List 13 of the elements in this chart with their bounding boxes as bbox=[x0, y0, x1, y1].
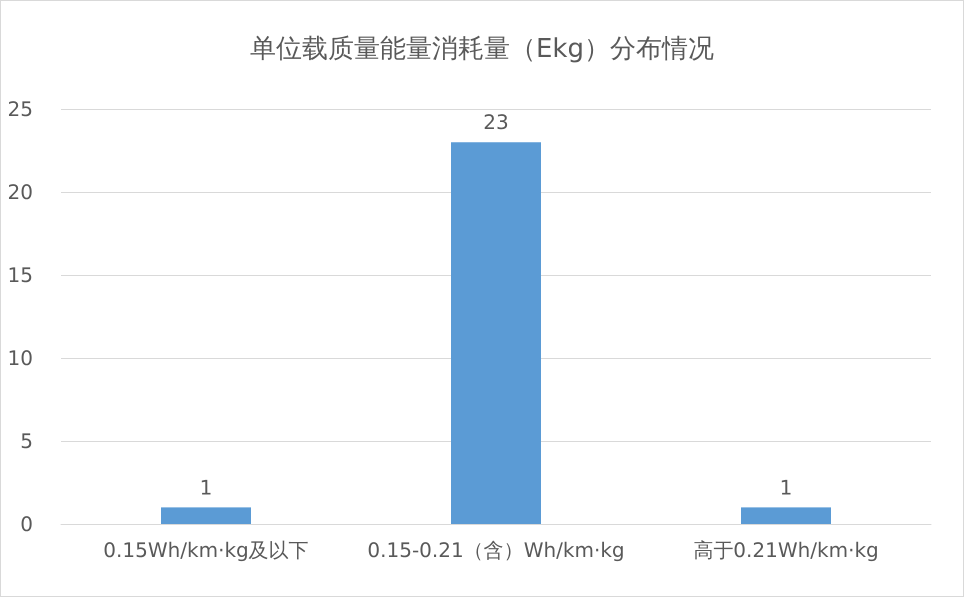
x-tick-label: 高于0.21Wh/km·kg bbox=[693, 538, 879, 562]
data-label: 1 bbox=[200, 475, 212, 500]
y-tick-label: 15 bbox=[8, 263, 33, 287]
x-tick-label: 0.15-0.21（含）Wh/km·kg bbox=[367, 538, 625, 562]
y-tick-label: 10 bbox=[8, 346, 33, 370]
chart-title: 单位载质量能量消耗量（Ekg）分布情况 bbox=[250, 34, 714, 64]
data-label: 1 bbox=[780, 475, 792, 500]
y-tick-label: 20 bbox=[8, 180, 33, 204]
y-tick-label: 0 bbox=[20, 512, 33, 536]
y-tick-label: 25 bbox=[8, 97, 33, 121]
x-tick-label: 0.15Wh/km·kg及以下 bbox=[103, 538, 309, 562]
y-tick-label: 5 bbox=[20, 429, 33, 453]
data-label: 23 bbox=[483, 110, 509, 134]
